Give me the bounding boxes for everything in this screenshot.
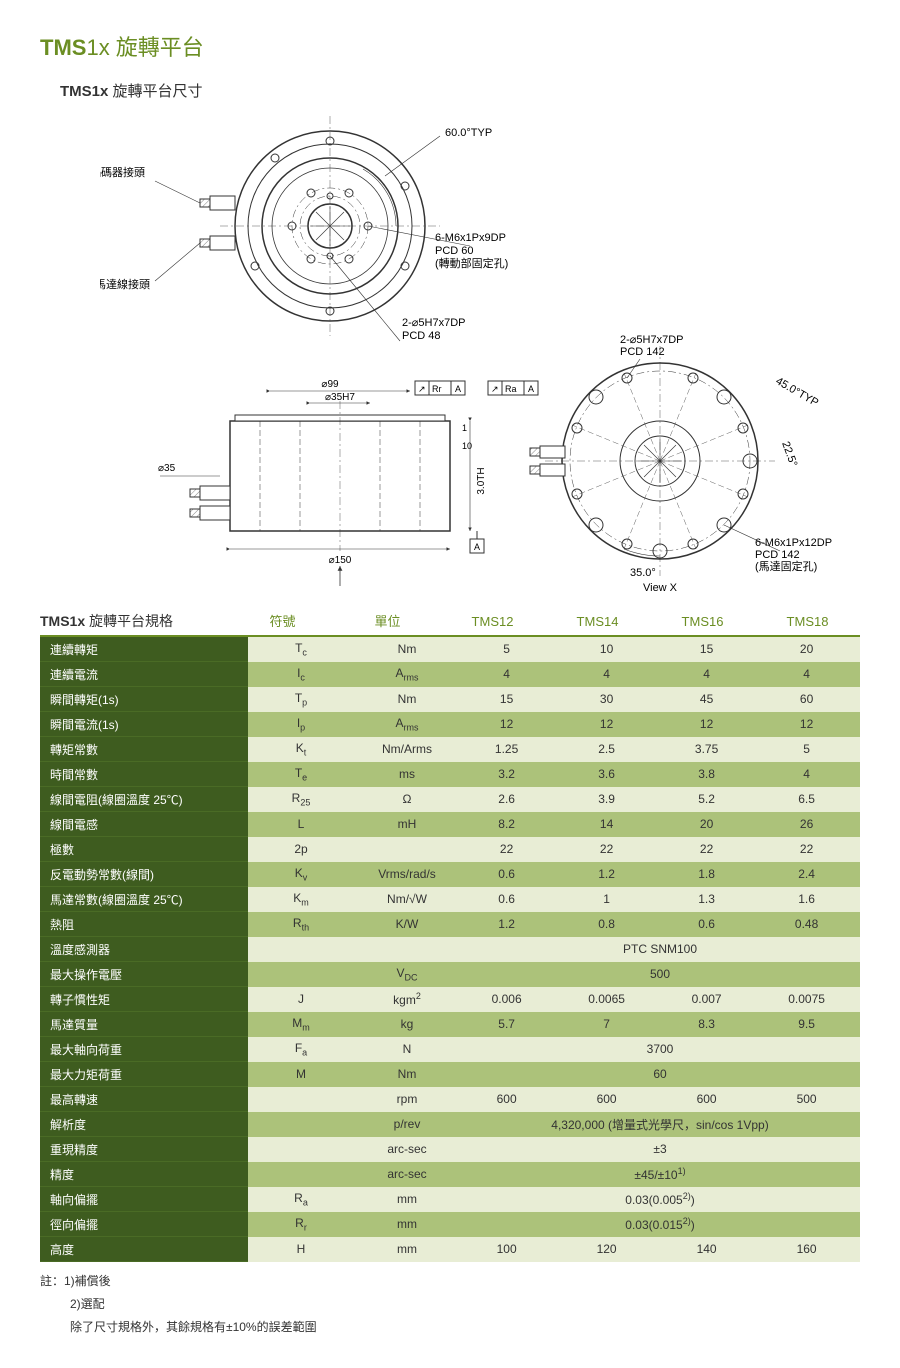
d99: ⌀99 xyxy=(321,379,339,390)
d35h7: ⌀35H7 xyxy=(325,392,355,403)
table-row: 瞬間轉矩(1s)TpNm15304560 xyxy=(40,687,860,712)
hole1a: 6-M6x1Px9DP xyxy=(435,232,506,244)
hole4b: PCD 142 xyxy=(755,549,800,561)
note-2: 2)選配 xyxy=(70,1293,860,1316)
table-row: 高度Hmm100120140160 xyxy=(40,1237,860,1262)
angle-60-label: 60.0°TYP xyxy=(445,127,492,139)
col-sym: 符號 xyxy=(230,611,335,630)
table-row: 馬達常數(線圈溫度 25℃)KmNm/√W0.611.31.6 xyxy=(40,887,860,912)
note-3: 除了尺寸規格外，其餘規格有±10%的誤差範圍 xyxy=(70,1316,860,1339)
table-row: 溫度感測器PTC SNM100 xyxy=(40,937,860,962)
spec-title-suffix: 旋轉平台規格 xyxy=(85,613,173,629)
title-prefix: TMS xyxy=(40,35,86,60)
table-row: 極數2p22222222 xyxy=(40,837,860,862)
col-m18: TMS18 xyxy=(755,614,860,629)
svg-text:↗: ↗ xyxy=(418,384,426,394)
subtitle-prefix: TMS1x xyxy=(60,83,108,100)
angle22: 22.5° xyxy=(779,440,799,468)
table-row: 瞬間電流(1s)IpArms12121212 xyxy=(40,712,860,737)
hole1b: PCD 60 xyxy=(435,245,474,257)
table-row: 重現精度arc-sec±3 xyxy=(40,1137,860,1162)
col-unit: 單位 xyxy=(335,611,440,630)
motor-conn-label: 馬達線接頭 xyxy=(100,277,150,291)
table-row: 解析度p/rev4,320,000 (增量式光學尺，sin/cos 1Vpp) xyxy=(40,1112,860,1137)
col-m16: TMS16 xyxy=(650,614,755,629)
table-row: 軸向偏擺Ramm0.03(0.0052)) xyxy=(40,1187,860,1212)
hole1c: (轉動部固定孔) xyxy=(435,256,508,270)
page-title: TMS1x 旋轉平台 xyxy=(40,30,860,62)
hole3b: PCD 142 xyxy=(620,346,665,358)
table-row: 反電動勢常數(線間)KvVrms/rad/s0.61.21.82.4 xyxy=(40,862,860,887)
table-row: 時間常數Tems3.23.63.84 xyxy=(40,762,860,787)
table-row: 轉矩常數KtNm/Arms1.252.53.755 xyxy=(40,737,860,762)
col-m12: TMS12 xyxy=(440,614,545,629)
hole3a: 2-⌀5H7x7DP xyxy=(620,334,683,346)
ra: Ra xyxy=(505,384,517,394)
table-row: 連續電流IcArms4444 xyxy=(40,662,860,687)
a2: A xyxy=(528,384,534,394)
table-row: 連續轉矩TcNm5101520 xyxy=(40,636,860,662)
x-label: X xyxy=(336,590,344,591)
table-row: 轉子慣性矩Jkgm20.0060.00650.0070.0075 xyxy=(40,987,860,1012)
angle35: 35.0° xyxy=(630,567,656,579)
table-row: 最高轉速rpm600600600500 xyxy=(40,1087,860,1112)
subtitle-suffix: 旋轉平台尺寸 xyxy=(108,83,202,100)
hole4a: 6-M6x1Px12DP xyxy=(755,537,832,549)
table-row: 線間電感LmH8.2142026 xyxy=(40,812,860,837)
a3: A xyxy=(474,542,480,552)
diagram-area: 60.0°TYP 6-M6x1Px9DP PCD 60 (轉動部固定孔) 2-⌀… xyxy=(100,111,860,591)
d35: ⌀35 xyxy=(158,463,176,474)
spec-title-prefix: TMS1x xyxy=(40,613,85,629)
title-suffix: 1x 旋轉平台 xyxy=(86,35,203,60)
hole4c: (馬達固定孔) xyxy=(755,559,817,573)
hole2a: 2-⌀5H7x7DP xyxy=(402,317,465,329)
spec-header-row: TMS1x 旋轉平台規格 符號 單位 TMS12 TMS14 TMS16 TMS… xyxy=(40,611,860,631)
svg-text:↗: ↗ xyxy=(491,384,499,394)
table-row: 馬達質量Mmkg5.778.39.5 xyxy=(40,1012,860,1037)
d150: ⌀150 xyxy=(329,555,352,566)
dimension-subtitle: TMS1x 旋轉平台尺寸 xyxy=(60,80,860,101)
technical-drawing: 60.0°TYP 6-M6x1Px9DP PCD 60 (轉動部固定孔) 2-⌀… xyxy=(100,111,840,591)
table-row: 最大力矩荷重MNm60 xyxy=(40,1062,860,1087)
encoder-label: 編碼器接頭 xyxy=(100,165,145,179)
one: 1 xyxy=(462,423,467,433)
ten: 10 xyxy=(462,441,472,451)
notes: 註：1)補償後 2)選配 除了尺寸規格外，其餘規格有±10%的誤差範圍 xyxy=(40,1270,860,1338)
hole2b: PCD 48 xyxy=(402,330,441,342)
rr: Rr xyxy=(432,384,442,394)
angle45: 45.0°TYP xyxy=(774,375,821,409)
viewx: View X xyxy=(643,582,678,591)
note-1: 註：1)補償後 xyxy=(40,1274,111,1288)
col-m14: TMS14 xyxy=(545,614,650,629)
table-row: 精度arc-sec±45/±101) xyxy=(40,1162,860,1187)
a1: A xyxy=(455,384,461,394)
spec-table: 連續轉矩TcNm5101520連續電流IcArms4444瞬間轉矩(1s)TpN… xyxy=(40,635,860,1262)
table-row: 熱阻RthK/W1.20.80.60.48 xyxy=(40,912,860,937)
table-row: 最大軸向荷重FaN3700 xyxy=(40,1037,860,1062)
table-row: 徑向偏擺Rrmm0.03(0.0152)) xyxy=(40,1212,860,1237)
table-row: 線間電阻(線圈溫度 25℃)R25Ω2.63.95.26.5 xyxy=(40,787,860,812)
h3: 3.0TH xyxy=(476,467,487,494)
table-row: 最大操作電壓VDC500 xyxy=(40,962,860,987)
